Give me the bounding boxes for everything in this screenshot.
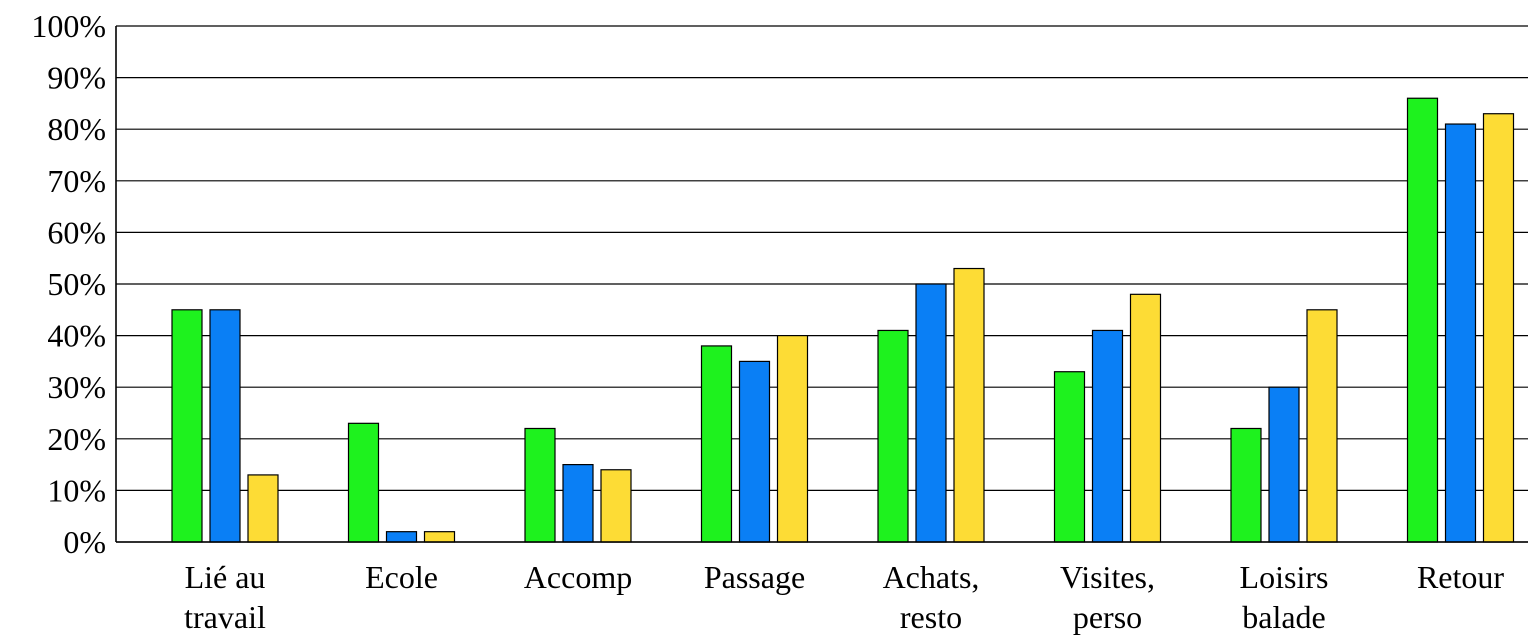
bar xyxy=(1053,371,1086,543)
x-axis-category-labels: Lié au travail Ecole Accomp Passage Achats, re… xyxy=(184,559,1504,635)
bar xyxy=(1406,97,1439,543)
bar xyxy=(347,422,380,543)
y-tick-label: 60% xyxy=(47,214,106,250)
bar xyxy=(385,531,418,543)
y-tick-label: 70% xyxy=(47,163,106,199)
bar xyxy=(700,345,733,543)
y-tick-label: 50% xyxy=(47,266,106,302)
x-category-label: Visites, xyxy=(1060,559,1155,595)
x-category-label: Retour xyxy=(1417,559,1504,595)
bar xyxy=(562,464,594,543)
bar xyxy=(247,474,279,543)
x-category-label: Ecole xyxy=(365,559,438,595)
bar xyxy=(171,309,203,543)
bar xyxy=(423,531,456,543)
y-axis-tick-labels: 0% 10% 20% 30% 40% 50% 60% 70% 80% 90% 100% xyxy=(31,8,106,560)
y-tick-label: 0% xyxy=(63,524,106,560)
x-category-label: Lié au xyxy=(185,559,266,595)
bar xyxy=(1268,386,1300,543)
x-category-label: balade xyxy=(1242,599,1326,635)
y-tick-label: 100% xyxy=(31,8,106,44)
y-tick-label: 90% xyxy=(47,60,106,96)
y-tick-label: 10% xyxy=(47,472,106,508)
bar xyxy=(953,267,985,543)
y-tick-label: 80% xyxy=(47,111,106,147)
bar xyxy=(915,283,947,543)
bar xyxy=(1230,427,1262,543)
plot-frame xyxy=(115,26,1528,543)
bar xyxy=(524,427,556,543)
x-category-label: travail xyxy=(184,599,266,635)
bar xyxy=(776,335,809,543)
y-tick-label: 30% xyxy=(47,369,106,405)
bar xyxy=(877,329,909,543)
x-category-label: Passage xyxy=(704,559,805,595)
x-category-label: Achats, xyxy=(883,559,980,595)
x-category-label: perso xyxy=(1073,599,1142,635)
bar xyxy=(209,309,241,543)
x-category-label: Loisirs xyxy=(1240,559,1329,595)
x-category-label: resto xyxy=(900,599,962,635)
bar xyxy=(600,469,632,543)
bar xyxy=(738,360,771,543)
y-tick-label: 40% xyxy=(47,318,106,354)
bar xyxy=(1306,309,1338,543)
x-category-label: Accomp xyxy=(524,559,632,595)
bar xyxy=(1444,123,1477,543)
bars xyxy=(171,97,1515,543)
bar xyxy=(1482,113,1515,543)
bar xyxy=(1091,329,1124,543)
y-tick-label: 20% xyxy=(47,421,106,457)
bar xyxy=(1129,293,1162,543)
